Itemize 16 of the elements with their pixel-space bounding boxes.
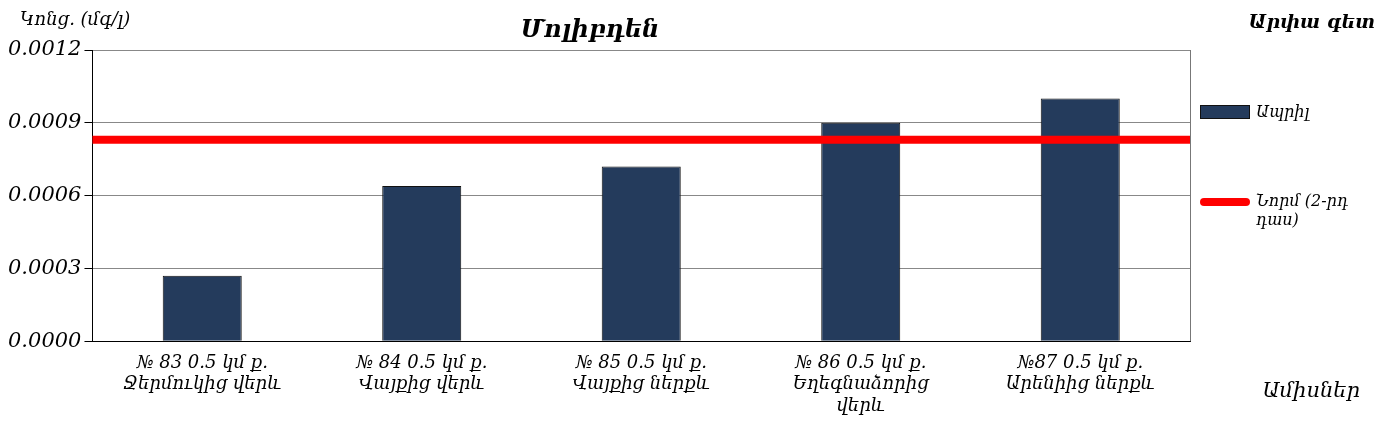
y-tick-label: 0.0006 [8,182,82,207]
legend-title: Արփա գետ [1247,10,1375,32]
y-tick-label: 0.0000 [8,327,82,352]
x-tick-label: № 84 0.5 կմ ք. Վայքից վերև [354,350,488,394]
y-tick-label: 0.0009 [8,109,82,134]
x-axis-title: Ամիսներ [1262,378,1360,402]
y-tick-label: 0.0003 [8,254,82,279]
x-tick-label: № 85 0.5 կմ ք. Վայքից ներքև [572,350,710,394]
x-tick-label: № 83 0.5 կմ ք. Ջերմուկից վերև [123,350,282,394]
chart-title: Մոլիբդեն [520,14,660,43]
y-axis-title: Կոնց. (մգ/լ) [20,8,131,29]
x-tick-label: №87 0.5 կմ ք. Արենիից ներքև [1005,350,1155,394]
y-tick-label: 0.0012 [8,36,82,61]
legend-label: Նորմ (2-րդ դաս) [1256,191,1350,229]
x-tick-label: № 86 0.5 կմ ք. Եղեգնաձորից վերև [792,350,931,415]
legend-label: Ապրիլ [1256,102,1311,121]
